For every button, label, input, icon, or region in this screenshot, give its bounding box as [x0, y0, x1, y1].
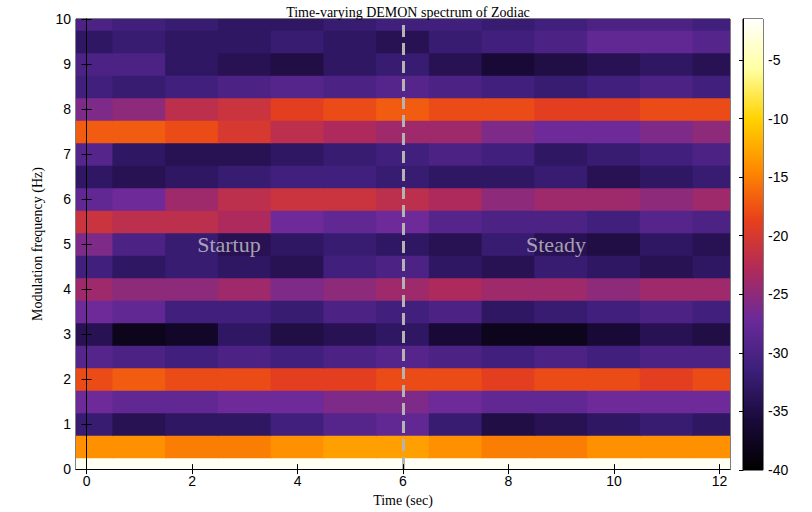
svg-text:-35: -35: [768, 403, 788, 419]
svg-text:7: 7: [63, 146, 71, 162]
svg-text:4: 4: [294, 473, 302, 489]
svg-text:Startup: Startup: [197, 232, 261, 257]
svg-text:Steady: Steady: [526, 232, 586, 257]
svg-text:-20: -20: [768, 228, 788, 244]
svg-text:-25: -25: [768, 286, 788, 302]
svg-text:10: 10: [55, 11, 71, 27]
svg-text:0: 0: [63, 461, 71, 477]
svg-text:-10: -10: [768, 111, 788, 127]
svg-text:4: 4: [63, 281, 71, 297]
svg-text:-15: -15: [768, 169, 788, 185]
svg-text:-5: -5: [768, 52, 781, 68]
svg-text:9: 9: [63, 56, 71, 72]
svg-text:8: 8: [505, 473, 513, 489]
svg-text:6: 6: [399, 473, 407, 489]
svg-text:2: 2: [63, 371, 71, 387]
svg-text:6: 6: [63, 191, 71, 207]
svg-text:3: 3: [63, 326, 71, 342]
svg-text:Time-varying DEMON spectrum of: Time-varying DEMON spectrum of Zodiac: [286, 5, 530, 20]
svg-text:-40: -40: [768, 462, 788, 478]
svg-text:0: 0: [83, 473, 91, 489]
svg-text:8: 8: [63, 101, 71, 117]
svg-text:Time (sec): Time (sec): [373, 493, 433, 509]
svg-text:-30: -30: [768, 345, 788, 361]
svg-text:1: 1: [63, 416, 71, 432]
svg-text:12: 12: [712, 473, 728, 489]
svg-text:2: 2: [188, 473, 196, 489]
svg-text:5: 5: [63, 236, 71, 252]
svg-text:Modulation frequency (Hz): Modulation frequency (Hz): [30, 167, 46, 321]
svg-text:10: 10: [606, 473, 622, 489]
